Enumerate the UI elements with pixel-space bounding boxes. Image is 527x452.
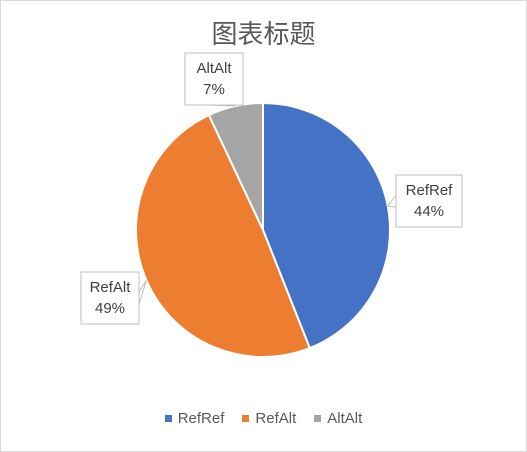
- callout-box: [184, 52, 244, 106]
- data-label-category: RefRef: [406, 182, 454, 199]
- legend-item-refref: RefRef: [164, 410, 225, 427]
- callout-pointer: [386, 193, 397, 208]
- callout-box: [395, 174, 463, 228]
- data-label-percent: 7%: [203, 81, 225, 98]
- data-label-refalt: RefAlt 49%: [80, 271, 147, 325]
- data-label-category: RefAlt: [90, 279, 132, 296]
- data-label-percent: 49%: [95, 300, 125, 317]
- data-label-percent: 44%: [414, 203, 444, 220]
- legend-label-refref: RefRef: [177, 410, 225, 427]
- legend-label-altalt: AltAlt: [327, 410, 363, 427]
- legend-item-refalt: RefAlt: [242, 410, 296, 427]
- data-label-altalt: AltAlt 7%: [184, 52, 244, 107]
- chart-title: 图表标题: [211, 20, 316, 50]
- legend-item-altalt: AltAlt: [314, 410, 362, 427]
- legend-swatch-refref: [164, 415, 172, 422]
- data-label-refref: RefRef 44%: [386, 174, 463, 228]
- data-label-category: AltAlt: [196, 60, 232, 77]
- callout-pointer: [138, 280, 147, 305]
- legend: RefRef RefAlt AltAlt: [0, 410, 527, 427]
- legend-label-refalt: RefAlt: [255, 410, 297, 427]
- legend-swatch-altalt: [314, 415, 322, 422]
- callout-box: [80, 271, 140, 325]
- legend-swatch-refalt: [242, 415, 250, 422]
